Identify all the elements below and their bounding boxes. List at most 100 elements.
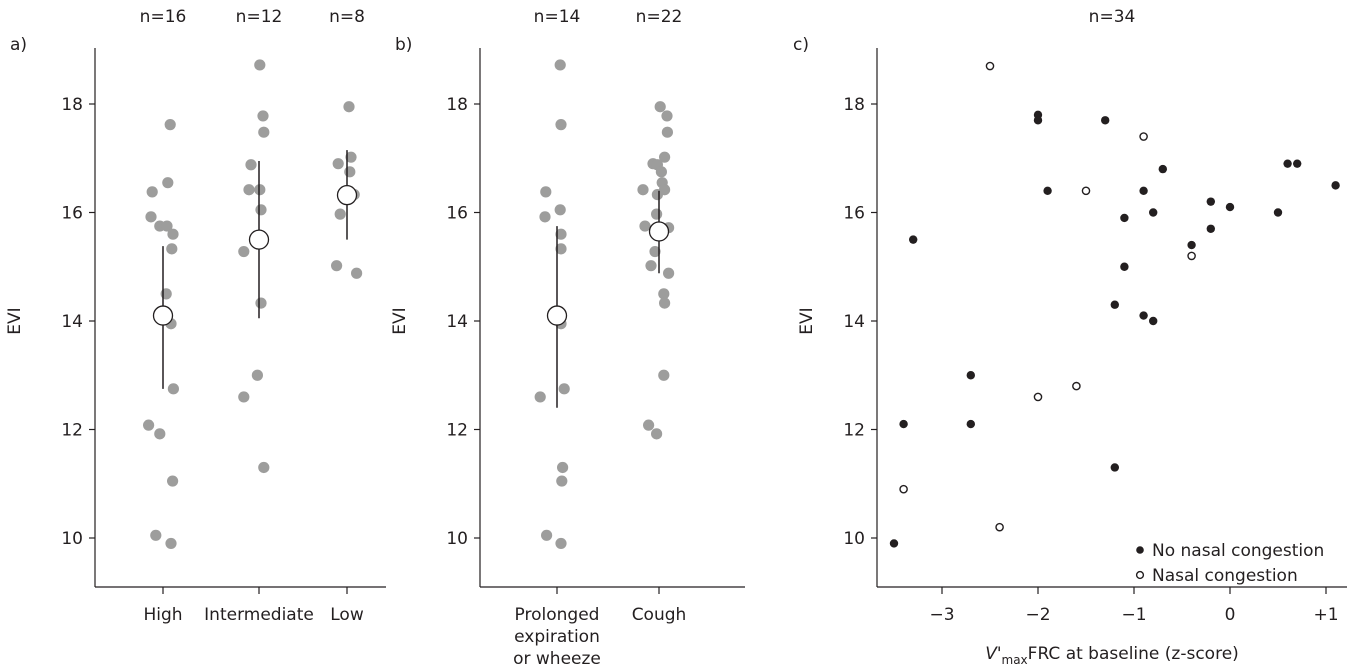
panel-c-filled-point [1273,208,1283,217]
panel-c-filled-point [966,371,975,380]
panel-a-category-label-line: Low [330,605,364,625]
legend-filled-marker [1136,546,1144,554]
panel-b-data-point [651,188,664,201]
panel-c-filled-point [1206,197,1216,206]
panel-b-category-label-line: expiration [514,627,600,647]
panel-a-data-point [164,119,176,131]
panel-b-y-tick-label: 12 [446,421,468,441]
panel-b-data-point [555,228,567,240]
panel-b-mean-marker [546,305,568,326]
panel-a-count-label: n=8 [329,7,365,27]
panel-a-data-point [254,184,266,196]
panel-c-open-point [899,484,908,494]
panel-a-data-point [251,369,263,381]
panel-a-data-point [343,101,355,113]
panel-b-data-point [658,369,670,381]
panel-b-data-point [554,204,566,216]
panel-a-data-point [345,151,357,163]
panel-b-data-point [645,260,657,272]
panel-a-data-point [334,208,346,220]
panel-c-x-axis-title: V'maxFRC at baseline (z-score) [985,644,1239,667]
panel-c-filled-point [1139,311,1148,320]
panel-c-filled-point [1283,159,1292,168]
panel-b-data-point [655,166,668,178]
panel-a-data-point [255,297,267,309]
panel-a-data-point [332,158,344,170]
panel-a-data-point [166,243,178,255]
panel-c-open-point [1033,392,1043,402]
panel-b-category-label-line: Cough [632,605,687,625]
panel-c-filled-point [1120,213,1129,223]
panel-b-label: b) [395,35,412,55]
panel-c-filled-point [1225,202,1235,212]
panel-a-y-tick-label: 16 [61,204,83,224]
panel-b-y-tick-label: 18 [446,95,468,115]
panel-c-filled-point [1293,159,1302,168]
panel-a-mean-marker [248,229,270,250]
panel-a-count-label: n=12 [236,7,283,27]
panel-b-data-point [558,383,570,395]
panel-c-open-point [1072,381,1081,391]
panel-b-data-point [540,186,552,198]
panel-a-data-point [143,419,155,431]
panel-a-data-point [161,220,173,232]
panel-a-category-label: Low [330,605,364,625]
panel-a: a) EVI 10 12 14 16 18 High n=16 Intermediate n=12 L… [5,7,386,625]
panel-a-y-tick-label: 10 [61,529,83,549]
panel-c-x-axis-title-text: FRC at baseline (z-score) [1028,644,1239,664]
panel-b-mean-marker [648,221,670,242]
panel-c-x-axis-title-subscript: max [1002,653,1028,667]
panel-a-data-point [254,59,266,71]
panel-a-y-tick-label: 18 [61,95,83,115]
panel-b-y-tick-label: 14 [446,312,468,332]
panel-c-filled-point [1206,224,1216,233]
panel-c-open-point [1081,186,1091,196]
panel-b-data-point [661,110,673,122]
panel-c-x-tick-label: −3 [929,605,954,625]
panel-b-data-point [555,537,567,550]
panel-c-filled-point [1139,186,1148,195]
panel-c-filled-point [1120,262,1129,271]
panel-c-filled-point [1033,116,1043,125]
panel-b-data-point [661,126,674,138]
panel-a-data-point [257,110,269,122]
panel-b-data-point [663,267,675,279]
panel-c-y-axis-title: EVI [797,307,817,334]
panel-b-y-tick-label: 16 [446,204,468,224]
panel-a-category-label-line: Intermediate [204,605,314,625]
panel-c-count-label: n=34 [1089,7,1136,27]
panel-b-y-axis-title: EVI [390,307,410,334]
panel-a-data-point [150,529,162,541]
panel-a-category-label: High [143,605,182,625]
panel-c-filled-point [909,235,918,244]
panel-a-y-tick-label: 12 [61,421,83,441]
panel-b-data-point [651,208,663,220]
panel-a-data-point [154,428,166,440]
panel-b-y-tick-label: 10 [446,529,468,549]
panel-c-x-tick-label: 0 [1225,605,1236,625]
panel-c-y-tick-label: 16 [843,204,865,224]
panel-b-category-label-line: or wheeze [513,649,601,669]
panel-a-data-point [258,126,270,138]
panel-a-data-point [167,475,179,487]
panel-a-category-label: Intermediate [204,605,314,625]
panel-c: c) n=34 EVI 10 12 14 16 18 −3 −2 −1 0 +1 V'maxFRC at … [793,7,1347,667]
panel-b-data-point [555,119,567,131]
panel-a-data-point [167,228,179,240]
panel-b-data-point [639,220,651,232]
panel-a-data-point [165,537,177,550]
panel-c-filled-point [966,419,975,429]
panel-c-filled-point [1149,208,1158,217]
panel-c-y-tick-label: 10 [843,529,865,549]
panel-c-y-tick-label: 12 [843,421,865,441]
panel-c-x-tick-label: −2 [1025,605,1050,625]
panel-a-y-tick-label: 14 [61,312,83,332]
panel-c-filled-point [1331,181,1340,190]
panel-c-open-point [985,61,995,71]
panel-a-data-point [255,204,267,216]
panel-a-data-point [344,166,356,178]
panel-b-data-point [654,101,666,113]
panel-b-data-point [637,184,649,196]
panel-a-count-label: n=16 [140,7,187,27]
